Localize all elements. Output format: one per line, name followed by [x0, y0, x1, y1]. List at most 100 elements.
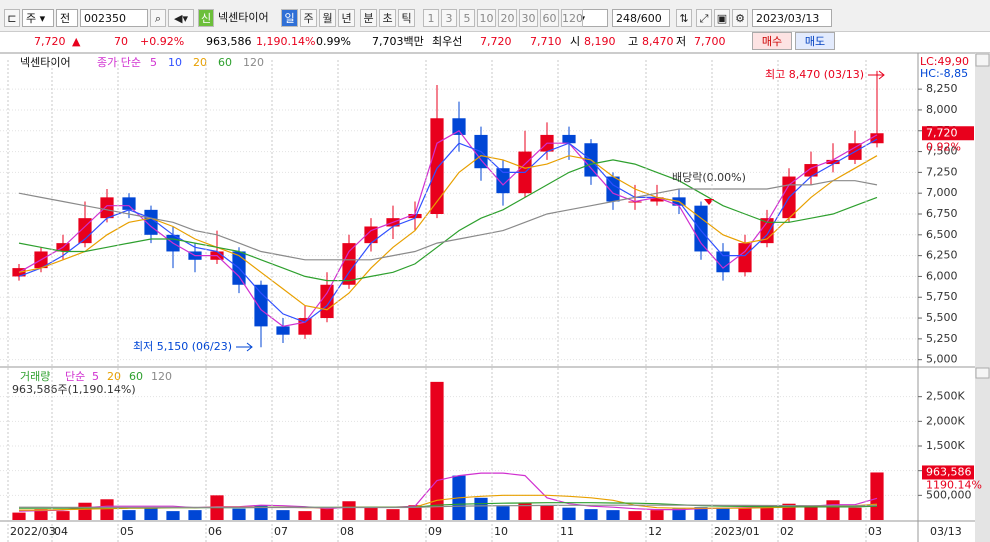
mode: 전	[60, 12, 71, 25]
open-label: 시	[570, 35, 581, 48]
legend-entry: 60	[218, 56, 232, 69]
date: 2023/03/13	[756, 12, 820, 25]
x-tick-label: 04	[54, 525, 68, 538]
chart: 5,000 5,250 5,500 5,750 6,000 6,250 6,500 6,750…	[0, 53, 990, 542]
current-box	[922, 465, 974, 480]
interval-btn[interactable]: 주	[300, 9, 317, 27]
menu-icon[interactable]: ⊏	[4, 9, 20, 27]
volume-bar	[694, 507, 708, 520]
mode-select[interactable]: 전	[56, 9, 78, 27]
candle-body	[254, 284, 268, 327]
legend-entry: 10	[168, 56, 182, 69]
scroll-btn[interactable]	[975, 53, 990, 67]
interval-btn[interactable]: 1	[423, 9, 439, 27]
setting-btn[interactable]: ⚙	[732, 9, 748, 27]
interval-btn[interactable]: 5	[459, 9, 475, 27]
quote-price: 7,720	[34, 35, 66, 48]
interval-btn[interactable]: 년	[338, 9, 355, 27]
quote-amount: 7,703백만	[372, 35, 424, 48]
sell-btn[interactable]: 매도	[795, 32, 835, 50]
y-tick-label: 5,250	[926, 332, 958, 345]
volume-summary: 963,586주(1,190.14%)	[12, 383, 136, 396]
tool-btn[interactable]: ⇅	[676, 9, 692, 27]
save-btn[interactable]: ▣	[714, 9, 730, 27]
volume-bar	[628, 511, 642, 520]
quote-volume: 963,586	[206, 35, 252, 48]
current-box	[922, 126, 974, 141]
interval-btn[interactable]: 60	[540, 9, 559, 27]
y-tick-label: 500,000	[926, 488, 972, 501]
x-tick-label: 05	[120, 525, 134, 538]
interval-btn[interactable]: 틱	[398, 9, 415, 27]
ma-label: 단순	[65, 370, 85, 383]
candle-body	[364, 226, 378, 244]
y-tick-label: 5,500	[926, 311, 958, 324]
y-tick-label: 2,000K	[926, 414, 965, 427]
candle-body	[78, 218, 92, 244]
count-max: /600	[637, 12, 662, 25]
volume-bar	[320, 507, 334, 520]
candle-body	[298, 318, 312, 335]
panel-title: 거래량	[20, 370, 50, 383]
candle-body	[738, 243, 752, 273]
code-input[interactable]: 002350	[80, 9, 148, 27]
y-tick-label: 6,000	[926, 269, 958, 282]
y-tick-label: 8,250	[926, 82, 958, 95]
x-tick-label: 10	[494, 525, 508, 538]
candle-body	[408, 214, 422, 219]
period-select[interactable]: 주 ▾	[22, 9, 54, 27]
volume-bar	[870, 472, 884, 520]
count-box[interactable]: 248/600	[612, 9, 670, 27]
volume-bar	[826, 500, 840, 520]
ask: 7,720	[480, 35, 512, 48]
volume-bar	[562, 507, 576, 520]
legend-entry: 20	[193, 56, 207, 69]
candle-body	[606, 176, 620, 202]
interval-btn[interactable]: 3	[441, 9, 457, 27]
scroll-btn[interactable]	[975, 367, 990, 379]
interval-btn[interactable]: 초	[379, 9, 396, 27]
current-label: 963,586	[926, 465, 972, 478]
best-label: 최우선	[432, 35, 463, 48]
bid: 7,710	[530, 35, 562, 48]
quote-volume-pct: 1,190.14%	[256, 35, 316, 48]
volume-bar	[408, 505, 422, 520]
buy-btn[interactable]: 매수	[752, 32, 792, 50]
interval-btn[interactable]: 분	[360, 9, 377, 27]
volume-bar	[254, 505, 268, 520]
volume-bar	[584, 509, 598, 520]
ma-line	[18, 159, 878, 282]
volume-bar	[804, 506, 818, 520]
x-tick-label: 08	[340, 525, 354, 538]
candle-body	[496, 168, 510, 194]
tool-btn[interactable]: ⤢	[696, 9, 712, 27]
volume-bar	[144, 507, 158, 520]
candle-body	[716, 251, 730, 273]
candle-body	[760, 218, 774, 244]
volume-bar	[650, 510, 664, 520]
interval-btn[interactable]: 10	[477, 9, 496, 27]
arrow	[868, 70, 885, 80]
candle-body	[650, 197, 664, 202]
x-tick-label: 06	[208, 525, 222, 538]
volume-bar	[474, 497, 488, 520]
candle-body	[276, 326, 290, 335]
y-tick-label: 1,500K	[926, 439, 965, 452]
scrollbar[interactable]	[975, 53, 990, 542]
candle-body	[452, 118, 466, 135]
interval-btn[interactable]: 월	[319, 9, 336, 27]
y-tick-label: 7,000	[926, 186, 958, 199]
volume-bar	[496, 506, 510, 520]
y-tick-label: 6,500	[926, 228, 958, 241]
interval-btn[interactable]: 20	[498, 9, 517, 27]
interval-btn[interactable]: 30	[519, 9, 538, 27]
volume-bar	[56, 511, 70, 520]
interval-btn[interactable]: 120	[561, 9, 583, 27]
ma-line	[18, 138, 878, 323]
interval-btn[interactable]: 일	[281, 9, 298, 27]
sound-btn[interactable]: ◀▾	[168, 9, 194, 27]
date-input[interactable]: 2023/03/13 ▦	[752, 9, 832, 43]
candle-body	[870, 133, 884, 144]
search-btn[interactable]: ⌕	[150, 9, 166, 27]
